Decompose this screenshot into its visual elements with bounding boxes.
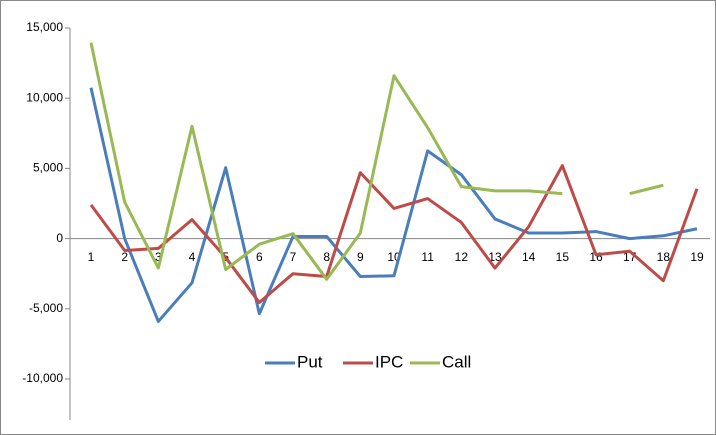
x-tick-label: 18 (657, 250, 671, 264)
y-tick-label: -5,000 (29, 301, 63, 315)
y-tick-label: 5,000 (33, 161, 63, 175)
x-tick-label: 15 (556, 250, 570, 264)
x-tick-label: 3 (155, 250, 162, 264)
x-tick-label: 9 (357, 250, 364, 264)
legend-label: Call (442, 352, 471, 371)
y-tick-label: -10,000 (22, 371, 63, 385)
y-tick-label: 10,000 (26, 90, 63, 104)
legend-label: Put (297, 352, 323, 371)
series-line (89, 87, 698, 323)
x-tick-label: 12 (455, 250, 469, 264)
x-tick-label: 7 (290, 250, 297, 264)
y-tick-label: 15,000 (26, 20, 63, 34)
x-tick-label: 8 (323, 250, 330, 264)
x-tick-label: 13 (488, 250, 502, 264)
x-tick-label: 2 (121, 250, 128, 264)
y-tick-label: 0 (56, 231, 63, 245)
legend-label: IPC (375, 352, 403, 371)
x-tick-label: 11 (421, 250, 434, 264)
x-tick-label: 14 (522, 250, 536, 264)
x-tick-label: 19 (690, 250, 704, 264)
x-tick-label: 4 (189, 250, 196, 264)
x-tick-label: 1 (88, 250, 95, 264)
series-line (89, 42, 664, 281)
x-tick-label: 6 (256, 250, 263, 264)
series-line (89, 164, 699, 304)
